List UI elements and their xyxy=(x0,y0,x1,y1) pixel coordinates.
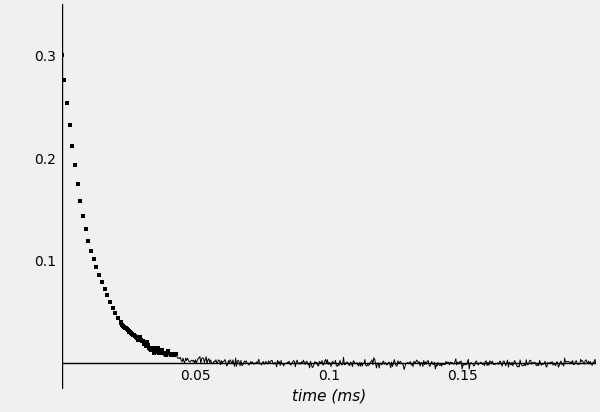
X-axis label: time (ms): time (ms) xyxy=(292,389,366,403)
